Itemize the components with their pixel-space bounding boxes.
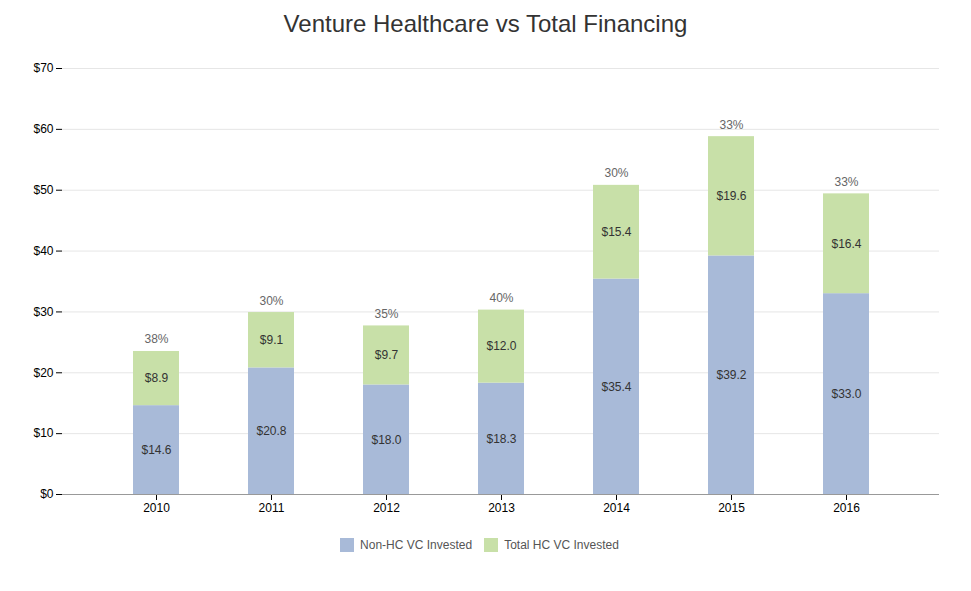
html-text:Venture Healthcare vs Total Fi: Venture Healthcare vs Total Financing [283, 10, 688, 37]
svg-text:$14.6: $14.6 [141, 443, 171, 457]
svg-text:$70: $70 [33, 61, 53, 75]
svg-text:2016: 2016 [833, 501, 860, 515]
svg-text:$39.2: $39.2 [716, 368, 746, 382]
svg-text:$16.4: $16.4 [831, 237, 861, 251]
svg-text:2012: 2012 [373, 501, 400, 515]
svg-text:$20: $20 [33, 366, 53, 380]
svg-text:2010: 2010 [143, 501, 170, 515]
svg-text:$35.4: $35.4 [601, 380, 631, 394]
html-text:Total HC VC Invested: Total HC VC Invested [504, 537, 619, 552]
svg-text:2013: 2013 [488, 501, 515, 515]
svg-text:$15.4: $15.4 [601, 225, 631, 239]
svg-text:$12.0: $12.0 [486, 339, 516, 353]
svg-text:40%: 40% [489, 291, 513, 305]
svg-text:$40: $40 [33, 244, 53, 258]
svg-text:$18.0: $18.0 [371, 433, 401, 447]
svg-text:2015: 2015 [718, 501, 745, 515]
svg-text:$19.6: $19.6 [716, 189, 746, 203]
svg-text:$9.7: $9.7 [375, 348, 399, 362]
svg-text:33%: 33% [834, 175, 858, 189]
svg-text:$0: $0 [40, 487, 54, 501]
svg-text:$33.0: $33.0 [831, 387, 861, 401]
html-text:Non-HC VC Invested: Non-HC VC Invested [360, 537, 473, 552]
svg-text:30%: 30% [259, 294, 283, 308]
svg-text:30%: 30% [604, 166, 628, 180]
svg-text:$18.3: $18.3 [486, 432, 516, 446]
svg-text:2014: 2014 [603, 501, 630, 515]
svg-text:35%: 35% [374, 307, 398, 321]
svg-text:$60: $60 [33, 122, 53, 136]
svg-text:$50: $50 [33, 183, 53, 197]
svg-text:33%: 33% [719, 118, 743, 132]
svg-text:$30: $30 [33, 305, 53, 319]
svg-text:2011: 2011 [259, 501, 285, 515]
svg-text:$10: $10 [33, 426, 53, 440]
svg-text:$20.8: $20.8 [256, 424, 286, 438]
svg-text:$8.9: $8.9 [145, 371, 169, 385]
svg-text:$9.1: $9.1 [260, 333, 284, 347]
svg-text:38%: 38% [144, 332, 168, 346]
